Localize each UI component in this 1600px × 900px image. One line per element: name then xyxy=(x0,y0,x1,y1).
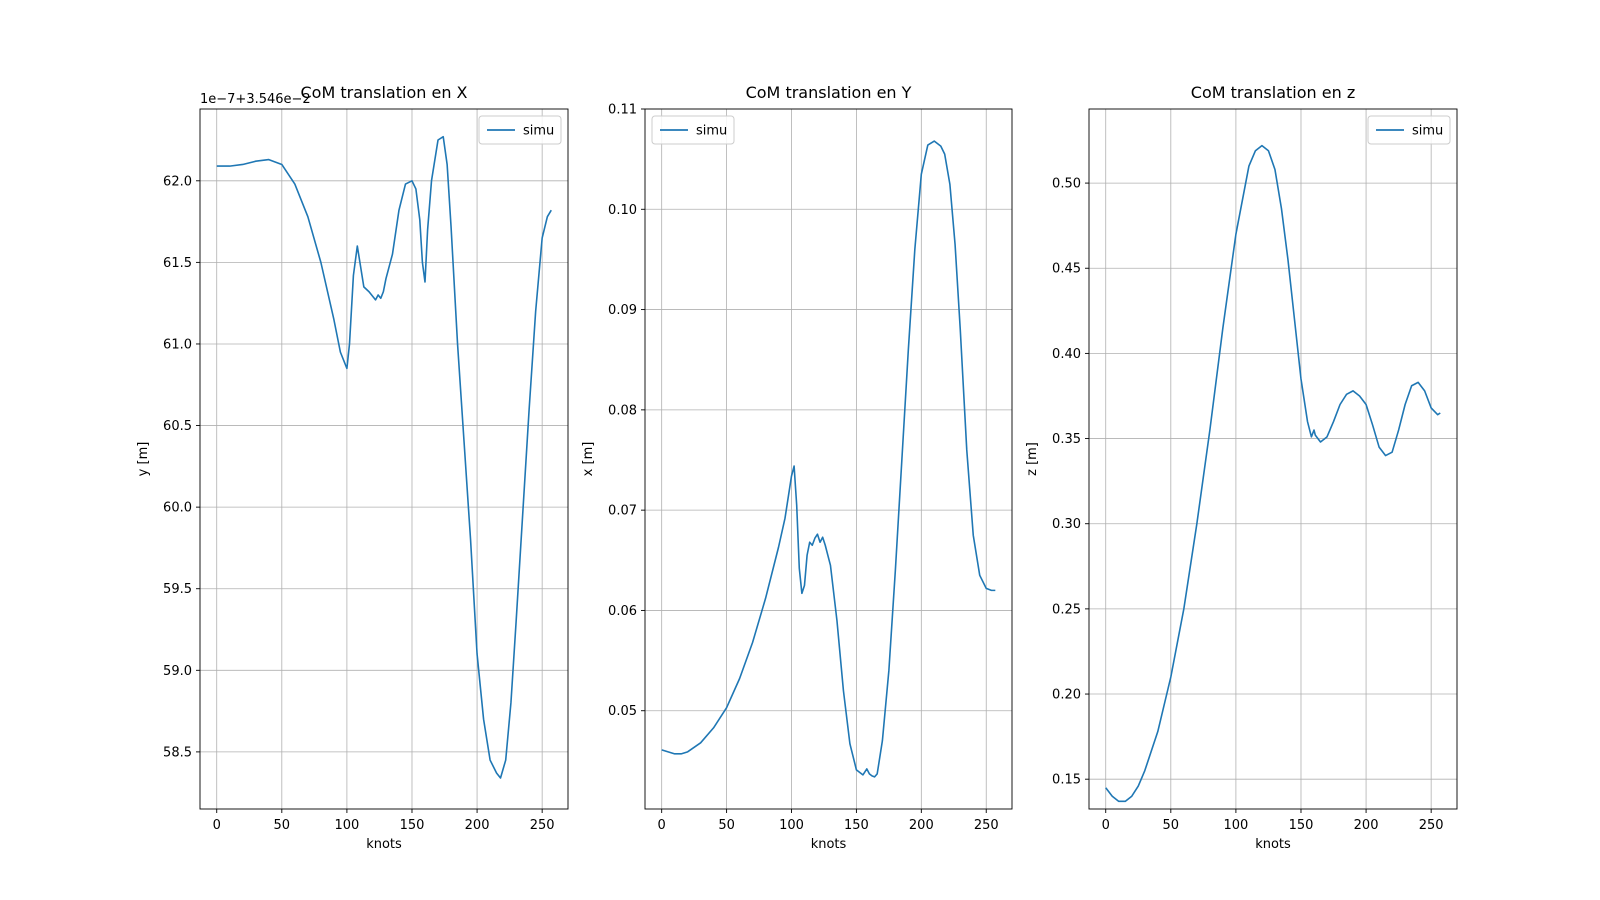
x-tick-label: 100 xyxy=(334,818,359,833)
y-tick-label: 0.15 xyxy=(1052,773,1081,788)
y-tick-label: 0.50 xyxy=(1052,177,1081,192)
y-tick-label: 59.0 xyxy=(163,664,192,679)
legend-box xyxy=(1367,115,1451,145)
y-tick-label: 0.09 xyxy=(608,303,637,318)
axes-frame xyxy=(1088,108,1458,810)
y-tick-label: 61.0 xyxy=(163,337,192,352)
legend-label: simu xyxy=(523,124,554,139)
y-tick-label: 0.35 xyxy=(1052,432,1081,447)
subplot-com-z: 0 50 100 150 200 250 0.15 0.20 0.25 0.30 0.35 0.40 0… xyxy=(1025,83,1458,852)
y-axis-label: z [m] xyxy=(1025,442,1040,476)
y-tick-label: 0.40 xyxy=(1052,347,1081,362)
x-axis-label: knots xyxy=(366,837,402,852)
axes-frame xyxy=(199,108,569,810)
x-tick-label: 150 xyxy=(400,818,425,833)
x-tick-label: 0 xyxy=(213,818,221,833)
x-axis-label: knots xyxy=(1255,837,1291,852)
x-tick-label: 0 xyxy=(1102,818,1110,833)
y-tick-label: 0.25 xyxy=(1052,602,1081,617)
subplot-com-x: 0 50 100 150 200 250 58.5 59.0 59.5 60.0 60.5 61.0 6… xyxy=(136,83,569,852)
x-axis-label: knots xyxy=(811,837,847,852)
y-tick-label: 0.45 xyxy=(1052,262,1081,277)
y-tick-label: 62.0 xyxy=(163,174,192,189)
axes-frame xyxy=(644,108,1013,810)
x-tick-label: 250 xyxy=(530,818,555,833)
legend-box xyxy=(651,115,735,145)
legend: simu xyxy=(651,115,735,145)
y-tick-label: 0.20 xyxy=(1052,688,1081,703)
x-tick-label: 100 xyxy=(1223,818,1248,833)
x-tick-label: 50 xyxy=(274,818,291,833)
x-tick-label: 200 xyxy=(909,818,934,833)
y-tick-label: 60.5 xyxy=(163,419,192,434)
legend-label: simu xyxy=(696,124,727,139)
y-tick-label: 0.05 xyxy=(608,704,637,719)
y-tick-label: 58.5 xyxy=(163,745,192,760)
series-line-simu xyxy=(1105,144,1441,803)
x-tick-label: 50 xyxy=(718,818,735,833)
y-axis-label: y [m] xyxy=(136,442,151,477)
x-tick-label: 250 xyxy=(1419,818,1444,833)
x-tick-label: 150 xyxy=(1289,818,1314,833)
series-line-simu xyxy=(661,140,996,778)
legend: simu xyxy=(478,115,562,145)
y-tick-label: 59.5 xyxy=(163,582,192,597)
x-tick-label: 0 xyxy=(658,818,666,833)
x-tick-label: 150 xyxy=(844,818,869,833)
x-tick-label: 250 xyxy=(974,818,999,833)
y-tick-label: 0.10 xyxy=(608,203,637,218)
chart-title: CoM translation en X xyxy=(301,83,468,102)
y-tick-label: 0.30 xyxy=(1052,517,1081,532)
y-tick-label: 0.06 xyxy=(608,604,637,619)
y-tick-label: 0.08 xyxy=(608,403,637,418)
x-tick-label: 50 xyxy=(1163,818,1180,833)
y-tick-label: 0.07 xyxy=(608,504,637,519)
series-line-simu xyxy=(216,135,552,779)
legend-label: simu xyxy=(1412,124,1443,139)
chart-title: CoM translation en Y xyxy=(746,83,912,102)
y-tick-label: 0.11 xyxy=(608,103,637,118)
x-tick-label: 200 xyxy=(1354,818,1379,833)
chart-title: CoM translation en z xyxy=(1191,83,1355,102)
y-tick-label: 61.5 xyxy=(163,256,192,271)
y-offset-text: 1e−7+3.546e−2 xyxy=(200,92,311,107)
x-tick-label: 200 xyxy=(465,818,490,833)
y-tick-label: 60.0 xyxy=(163,501,192,516)
x-tick-label: 100 xyxy=(779,818,804,833)
y-axis-label: x [m] xyxy=(581,442,596,477)
legend: simu xyxy=(1367,115,1451,145)
subplot-com-y: 0 50 100 150 200 250 0.05 0.06 0.07 0.08 0.09 0.10 0… xyxy=(581,83,1013,852)
legend-box xyxy=(478,115,562,145)
